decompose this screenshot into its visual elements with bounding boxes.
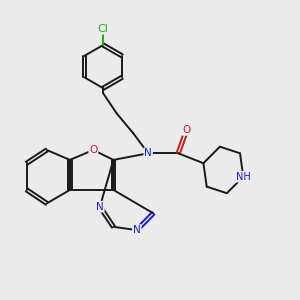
Text: O: O (89, 145, 98, 155)
Text: N: N (144, 148, 152, 158)
Text: Cl: Cl (98, 23, 109, 34)
Text: NH: NH (236, 172, 251, 182)
Text: N: N (133, 225, 141, 235)
Text: N: N (96, 202, 104, 212)
Text: O: O (182, 125, 191, 135)
